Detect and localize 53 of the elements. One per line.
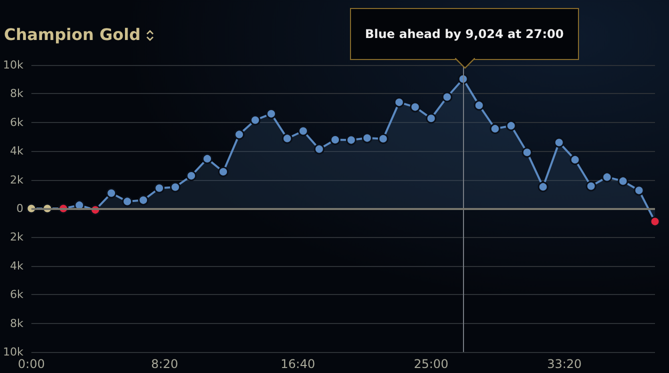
point <box>378 134 388 144</box>
y-tick-label: 10k <box>2 346 24 358</box>
point <box>426 113 436 124</box>
y-tick-label: 2k <box>10 230 24 244</box>
x-tick-label: 33:20 <box>547 357 582 371</box>
point <box>506 120 516 131</box>
y-tick-label: 4k <box>10 259 24 272</box>
point <box>154 182 165 194</box>
x-tick-label: 25:00 <box>414 357 448 371</box>
point <box>266 108 276 120</box>
point <box>26 203 37 214</box>
point <box>538 182 548 192</box>
point <box>474 100 484 111</box>
x-tick-label: 8:20 <box>151 357 178 371</box>
point <box>650 216 660 227</box>
point <box>442 92 452 102</box>
y-tick-label: 4k <box>10 144 24 158</box>
y-tick-label: 0 <box>16 202 24 215</box>
point <box>330 134 340 146</box>
point <box>394 97 404 108</box>
point <box>202 153 213 164</box>
chart-title: Champion Gold <box>4 25 141 44</box>
y-tick-label: 8k <box>10 316 24 330</box>
point <box>250 114 260 126</box>
point <box>346 134 356 146</box>
text: Blue ahead by 9,024 at 27:00 <box>350 8 579 60</box>
point <box>186 170 197 182</box>
y-tick-label: 6k <box>10 288 24 302</box>
point <box>570 154 580 165</box>
point <box>602 172 612 182</box>
point <box>554 137 564 148</box>
point <box>106 188 117 198</box>
y-tick-label: 10k <box>2 58 24 72</box>
point <box>522 147 532 158</box>
point <box>234 129 244 140</box>
point <box>218 166 229 178</box>
y-tick-label: 2k <box>10 173 24 186</box>
y-tick-label: 8k <box>10 87 24 100</box>
point <box>298 126 308 136</box>
point <box>170 182 181 192</box>
point <box>634 185 644 196</box>
y-tick-label: 6k <box>10 116 24 129</box>
point <box>410 102 420 112</box>
point <box>586 180 596 192</box>
x-tick-label: 0:00 <box>18 357 45 371</box>
point <box>314 144 324 154</box>
point <box>138 194 149 206</box>
point <box>122 196 133 207</box>
point <box>490 123 500 134</box>
point <box>282 133 292 144</box>
point <box>362 132 372 144</box>
x-tick-label: 16:40 <box>280 357 316 371</box>
point <box>618 176 628 186</box>
